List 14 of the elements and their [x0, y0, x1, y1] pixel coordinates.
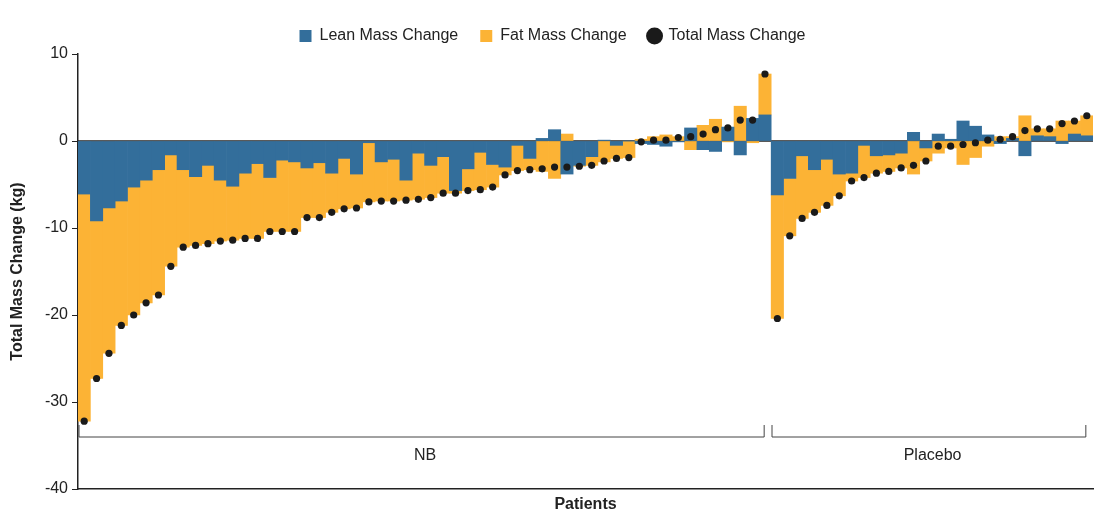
- y-tick-label: 10: [50, 44, 69, 62]
- legend-label: Lean Mass Change: [319, 26, 459, 44]
- x-axis-title: Patients: [554, 494, 617, 512]
- y-tick-label: 0: [59, 131, 69, 149]
- bar: [560, 133, 574, 141]
- annotation: Placebo: [902, 446, 963, 464]
- y-tick-label: -10: [44, 218, 69, 236]
- annotation: NB: [412, 446, 438, 464]
- legend-label: Fat Mass Change: [500, 26, 627, 44]
- y-axis-title: Total Mass Change (kg): [8, 182, 26, 361]
- y-tick-label: -30: [44, 392, 69, 410]
- legend-label: Total Mass Change: [668, 26, 806, 44]
- y-tick-label: -20: [44, 305, 69, 323]
- y-tick-label: -40: [44, 479, 69, 497]
